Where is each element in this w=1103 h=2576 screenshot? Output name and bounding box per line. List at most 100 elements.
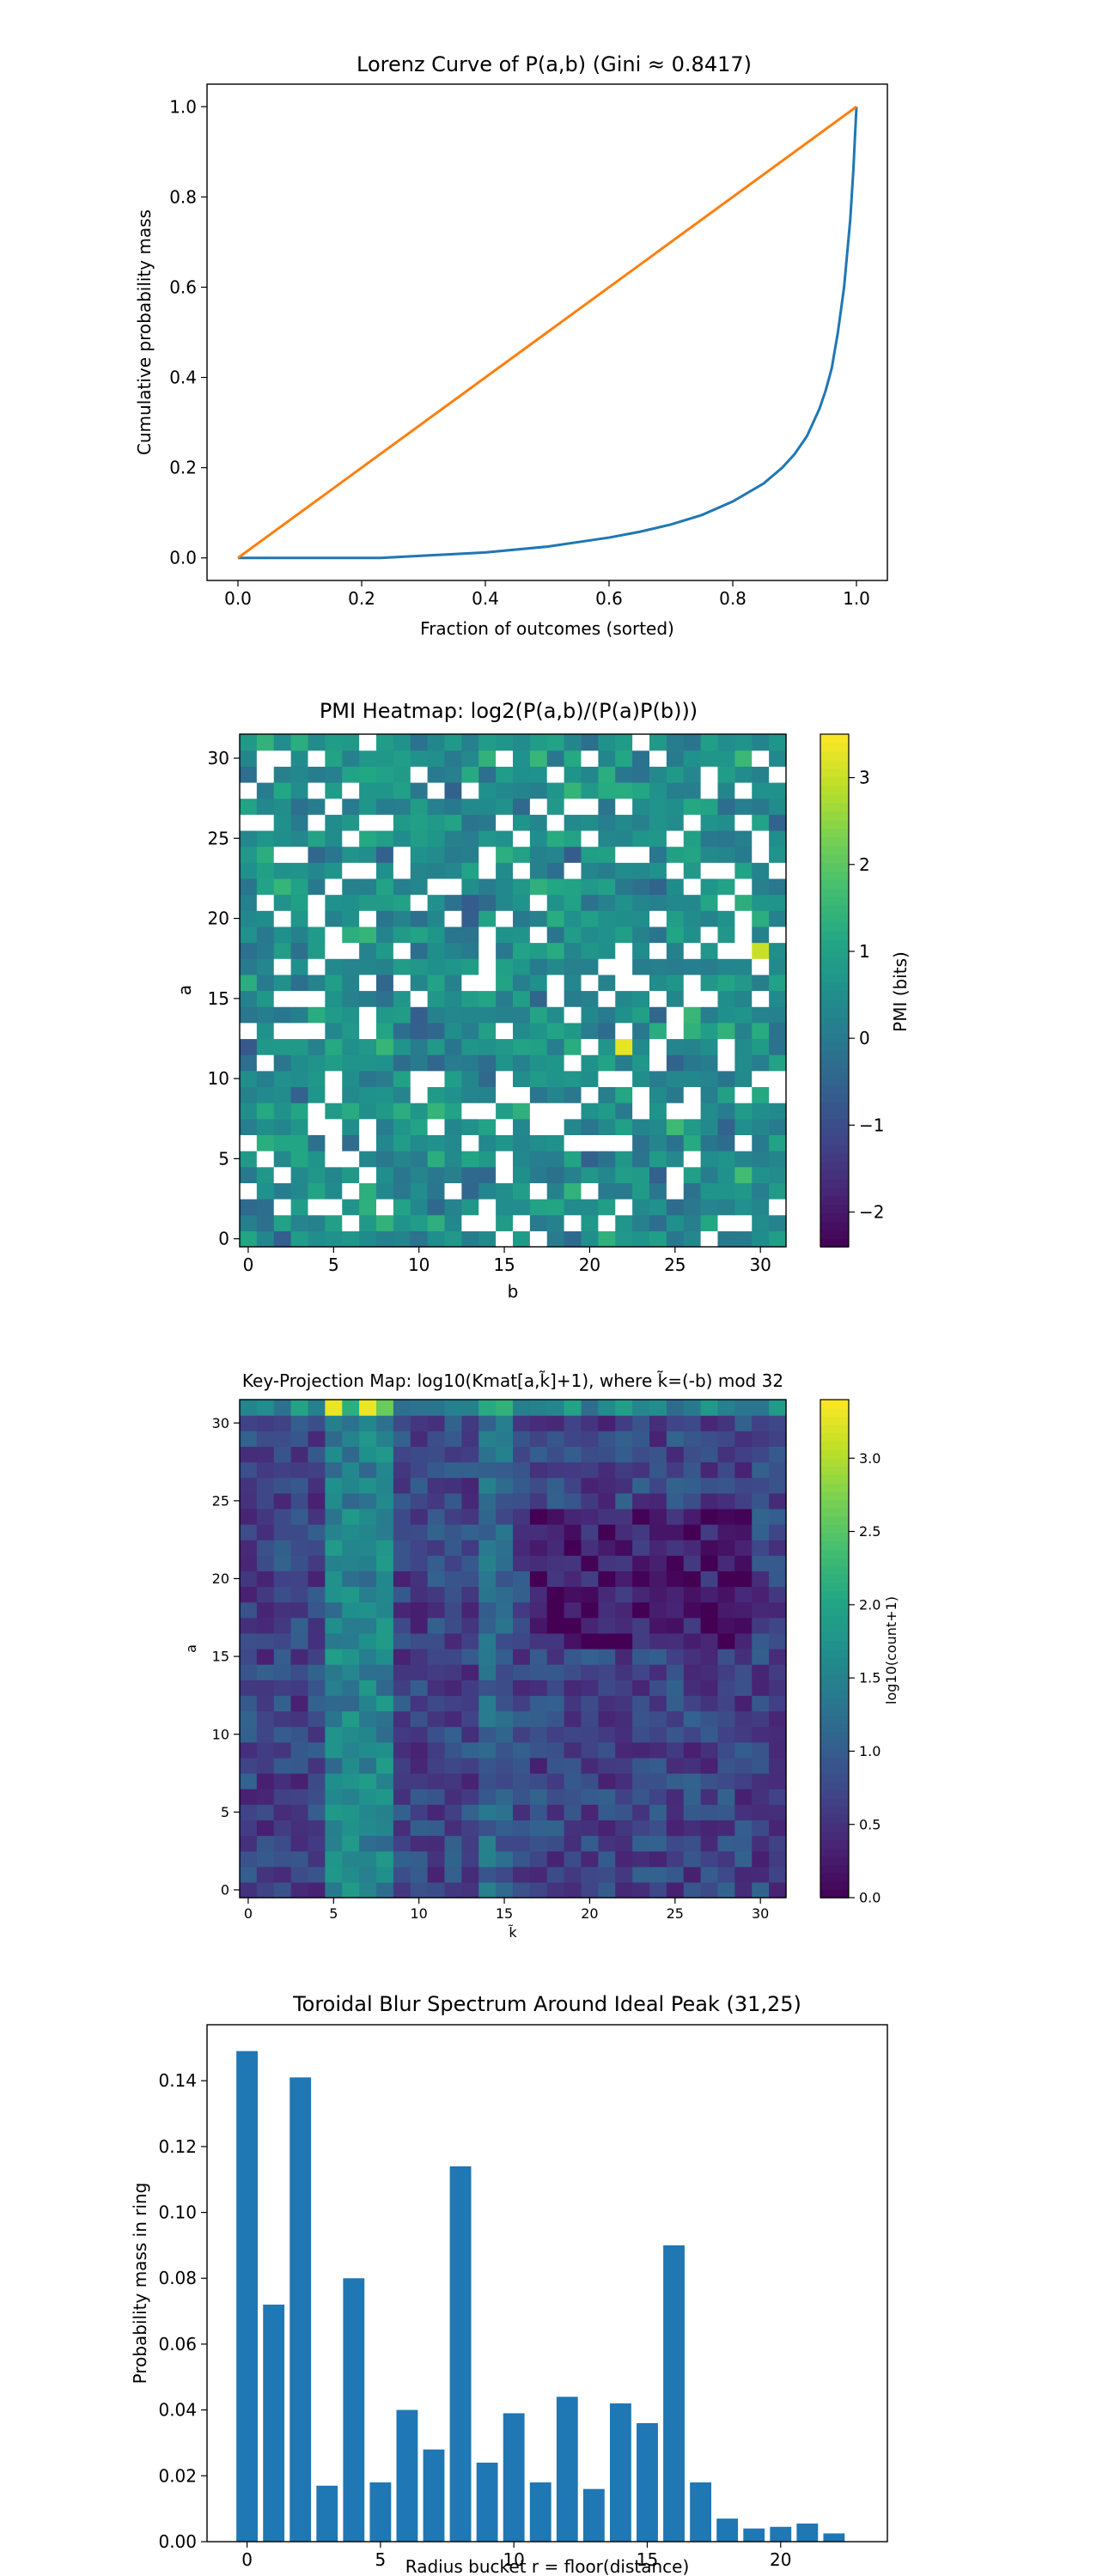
keyproj-colorbar-segment bbox=[820, 1823, 849, 1832]
pmi-cell bbox=[700, 766, 719, 783]
keyproj-cell bbox=[376, 1881, 394, 1899]
keyproj-colorbar-segment bbox=[820, 1565, 849, 1575]
pmi-cell bbox=[700, 1054, 719, 1072]
pmi-cell bbox=[734, 910, 753, 927]
pmi-cell bbox=[444, 1006, 462, 1024]
keyproj-cell bbox=[478, 1741, 497, 1759]
keyproj-cell bbox=[700, 1540, 719, 1556]
pmi-cell bbox=[427, 1182, 446, 1200]
pmi-cell bbox=[444, 926, 462, 944]
pmi-cell bbox=[632, 798, 650, 815]
pmi-cell bbox=[649, 1070, 667, 1088]
keyproj-cell bbox=[325, 1881, 343, 1899]
keyproj-cell bbox=[273, 1804, 292, 1820]
pmi-cell bbox=[649, 958, 667, 975]
pmi-cell bbox=[734, 958, 753, 975]
pmi-cell bbox=[496, 1199, 514, 1216]
keyproj-cell bbox=[598, 1664, 616, 1680]
keyproj-cell bbox=[427, 1741, 446, 1759]
keyproj-cell bbox=[717, 1617, 735, 1634]
keyproj-cell bbox=[342, 1524, 360, 1540]
keyproj-cell bbox=[496, 1477, 514, 1494]
keyproj-cell bbox=[581, 1680, 599, 1696]
pmi-cell bbox=[769, 829, 787, 848]
keyproj-cell bbox=[325, 1400, 343, 1416]
pmi-cell bbox=[342, 974, 360, 992]
pmi-cell bbox=[752, 1166, 770, 1183]
keyproj-cell bbox=[376, 1492, 394, 1510]
keyproj-cell bbox=[376, 1695, 394, 1712]
pmi-cell bbox=[513, 846, 531, 863]
pmi-colorbar-segment bbox=[820, 871, 849, 880]
pmi-cell bbox=[308, 766, 326, 783]
pmi-cell bbox=[376, 781, 394, 799]
keyproj-cell bbox=[598, 1555, 616, 1571]
pmi-cell bbox=[632, 862, 650, 879]
pmi-cell bbox=[478, 814, 497, 831]
pmi-cell bbox=[683, 894, 702, 911]
pmi-cell bbox=[752, 829, 770, 848]
bar bbox=[396, 2409, 418, 2542]
pmi-cell bbox=[427, 1214, 446, 1231]
pmi-colorbar-segment bbox=[820, 768, 849, 778]
keyproj-cell bbox=[683, 1415, 702, 1431]
pmi-cell bbox=[546, 958, 565, 975]
pmi-cell bbox=[240, 942, 258, 959]
keyproj-cell bbox=[342, 1508, 360, 1525]
pmi-cell bbox=[683, 1038, 702, 1055]
keyproj-cell bbox=[769, 1773, 787, 1789]
pmi-cell bbox=[513, 1151, 531, 1168]
keyproj-cell bbox=[649, 1649, 667, 1665]
pmi-cell bbox=[564, 1134, 582, 1151]
pmi-cell bbox=[700, 1151, 719, 1168]
pmi-cell bbox=[529, 1166, 548, 1183]
pmi-cell bbox=[325, 1151, 343, 1168]
keyproj-cell bbox=[529, 1664, 548, 1680]
pmi-cell bbox=[769, 878, 787, 896]
pmi-cell bbox=[546, 1038, 565, 1055]
keyproj-cell bbox=[342, 1586, 360, 1603]
pmi-cell bbox=[325, 1038, 343, 1055]
pmi-cell bbox=[615, 766, 633, 783]
keyproj-cell bbox=[478, 1757, 497, 1774]
keyproj-cell bbox=[461, 1789, 479, 1805]
pmi-cell bbox=[427, 829, 446, 848]
keyproj-cell bbox=[632, 1866, 650, 1883]
keyproj-cell bbox=[649, 1555, 667, 1571]
keyproj-cell bbox=[717, 1555, 735, 1571]
pmi-cell bbox=[700, 926, 719, 944]
pmi-cell bbox=[359, 1199, 377, 1216]
keyproj-cell bbox=[564, 1586, 582, 1603]
pmi-cell bbox=[410, 1022, 429, 1040]
keyproj-cell bbox=[240, 1710, 258, 1728]
pmi-cell bbox=[734, 750, 753, 767]
pmi-cell bbox=[256, 1022, 275, 1040]
bar bbox=[263, 2304, 285, 2542]
pmi-cell bbox=[461, 1086, 479, 1103]
keyproj-cell bbox=[666, 1446, 685, 1463]
pmi-cell bbox=[308, 1103, 326, 1120]
pmi-cell bbox=[546, 1166, 565, 1183]
keyproj-cell bbox=[734, 1508, 753, 1525]
keyproj-cell bbox=[700, 1664, 719, 1680]
pmi-cell bbox=[240, 798, 258, 815]
keyproj-cell bbox=[581, 1820, 599, 1837]
keyproj-cell bbox=[581, 1789, 599, 1805]
keyproj-colorbar-segment bbox=[820, 1607, 849, 1617]
keyproj-cell bbox=[393, 1508, 411, 1525]
keyproj-cell bbox=[700, 1726, 719, 1743]
pmi-cell bbox=[666, 1118, 685, 1136]
keyproj-cell bbox=[290, 1415, 309, 1431]
keyproj-cell bbox=[273, 1571, 292, 1588]
pmi-cell bbox=[666, 814, 685, 831]
keyproj-cell bbox=[410, 1804, 429, 1820]
keyproj-cell bbox=[581, 1726, 599, 1743]
keyproj-cell bbox=[717, 1773, 735, 1789]
keyproj-cell bbox=[598, 1508, 616, 1525]
pmi-cell bbox=[461, 781, 479, 799]
keyproj-cell bbox=[666, 1866, 685, 1883]
keyproj-cell bbox=[700, 1649, 719, 1665]
keyproj-cell bbox=[717, 1866, 735, 1883]
pmi-cell bbox=[427, 1006, 446, 1024]
keyproj-cell bbox=[564, 1804, 582, 1820]
